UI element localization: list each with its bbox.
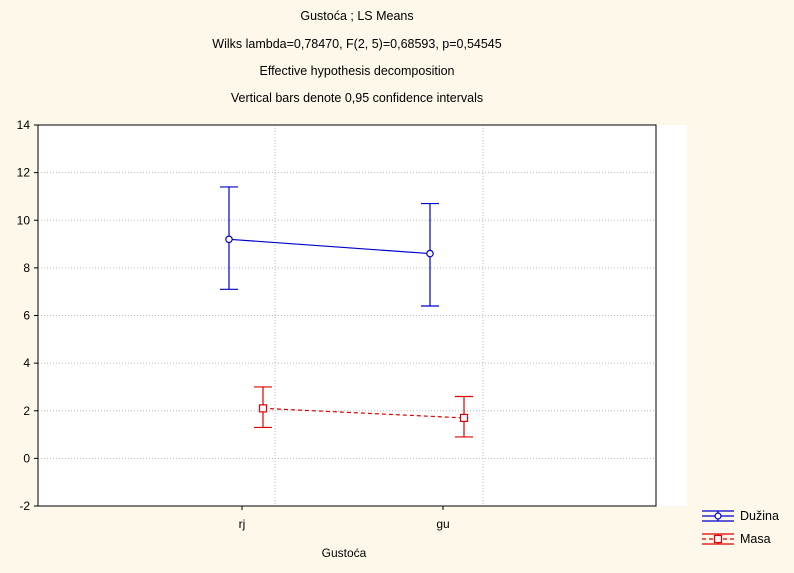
data-point: [459, 413, 469, 422]
chart-subtitle-stats: Wilks lambda=0,78470, F(2, 5)=0,68593, p…: [212, 37, 502, 51]
legend-label: Dužina: [740, 509, 779, 523]
chart-subtitle-decomposition: Effective hypothesis decomposition: [259, 64, 455, 78]
data-point: [426, 249, 434, 258]
legend-item: Masa: [702, 532, 771, 546]
legend-label: Masa: [740, 532, 771, 546]
series-line: [228, 238, 431, 255]
x-tick-label: rj: [239, 517, 246, 531]
legend: Dužina Masa: [702, 509, 779, 546]
grid-lines: [38, 125, 656, 506]
legend-marker: [714, 512, 722, 520]
y-tick-label: 6: [23, 309, 30, 323]
x-axis: rj gu: [239, 506, 450, 531]
chart-title: Gustoća ; LS Means: [300, 9, 414, 23]
series-masa: [254, 386, 473, 438]
y-tick-label: 0: [23, 451, 30, 465]
series-duzina: [220, 186, 439, 307]
legend-item: Dužina: [702, 509, 779, 523]
x-axis-label: Gustoća: [322, 546, 367, 560]
x-tick-label: gu: [436, 517, 449, 531]
y-tick-label: 2: [23, 404, 30, 418]
y-tick-label: -2: [19, 499, 30, 513]
y-axis: -2 0 2 4 6 8 10 12 14: [17, 118, 38, 513]
y-tick-label: 14: [17, 118, 31, 132]
y-tick-label: 12: [17, 166, 31, 180]
legend-marker: [713, 534, 723, 544]
y-tick-label: 10: [17, 213, 31, 227]
data-point: [258, 404, 268, 413]
y-tick-label: 4: [23, 356, 30, 370]
series-line: [262, 407, 465, 419]
chart-subtitle-ci-note: Vertical bars denote 0,95 confidence int…: [230, 91, 484, 105]
series-layer: [220, 186, 473, 438]
data-point: [225, 235, 233, 244]
y-tick-label: 8: [23, 261, 30, 275]
